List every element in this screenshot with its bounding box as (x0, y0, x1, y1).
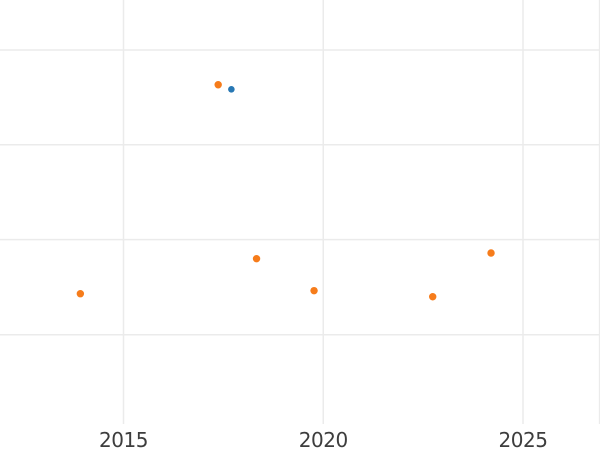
x-tick-label: 2025 (499, 428, 548, 450)
x-tick-label: 2015 (99, 428, 148, 450)
data-point-orange-series[interactable] (487, 249, 495, 257)
data-point-blue-series[interactable] (228, 85, 235, 93)
data-point-orange-series[interactable] (252, 254, 261, 263)
data-point-orange-series[interactable] (310, 286, 318, 295)
data-point-orange-series[interactable] (76, 290, 85, 298)
data-point-orange-series[interactable] (214, 81, 222, 89)
data-point-orange-series[interactable] (429, 293, 437, 301)
x-tick-label: 2020 (299, 428, 348, 450)
